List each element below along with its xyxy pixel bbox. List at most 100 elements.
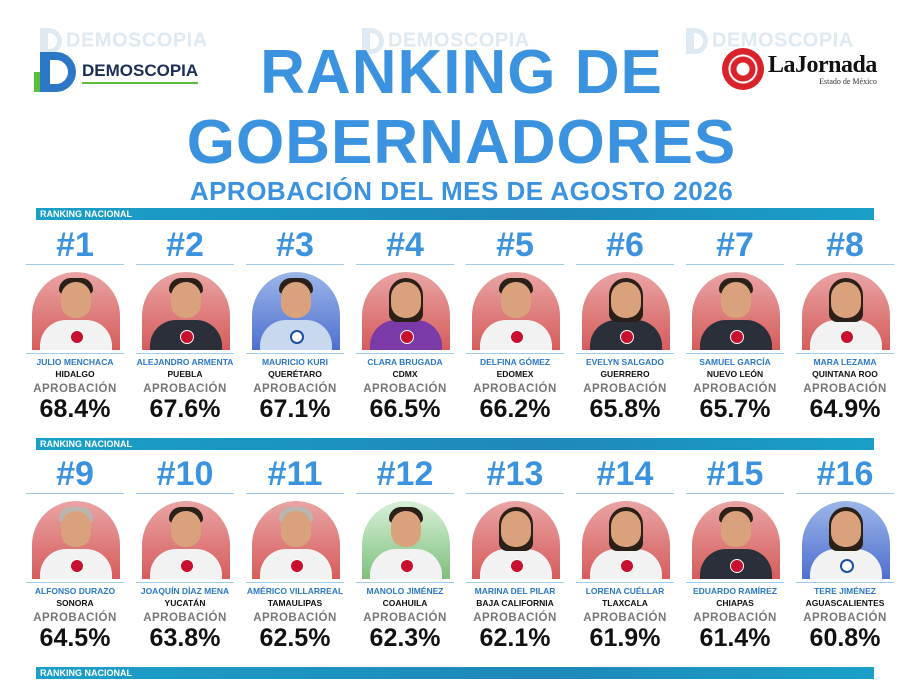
page-title-line2: GOBERNADORES [186,108,737,177]
rank-number: #12 [376,455,434,493]
approval-label: APROBACIÓN [473,612,557,624]
divider [686,264,784,265]
approval-label: APROBACIÓN [473,383,557,395]
jornada-logo: LaJornada Estado de México [722,48,877,90]
governor-portrait [802,501,890,579]
divider [576,582,674,583]
divider [576,353,674,354]
governor-name: JOAQUÍN DÍAZ MENA [140,586,230,596]
approval-label: APROBACIÓN [253,383,337,395]
governor-card: #5 DELFINA GÓMEZ EDOMEX APROBACIÓN 66.2% [460,226,570,431]
divider [26,264,124,265]
governor-portrait [582,501,670,579]
divider [246,353,344,354]
governor-name: JULIO MENCHACA [36,357,114,367]
approval-label: APROBACIÓN [33,612,117,624]
demoscopia-logo: DEMOSCOPIA [34,52,199,92]
morena-badge-icon [70,559,84,573]
governor-card: #16 TERE JIMÉNEZ AGUASCALIENTES APROBACI… [790,455,900,660]
governor-portrait [142,272,230,350]
approval-label: APROBACIÓN [803,612,887,624]
governor-portrait [582,272,670,350]
governor-row: #9 ALFONSO DURAZO SONORA APROBACIÓN 64.5… [20,455,900,660]
approval-percent: 64.5% [39,624,111,652]
section-bar: RANKING NACIONAL [36,208,874,220]
divider [136,353,234,354]
jornada-logo-subtitle: Estado de México [819,76,877,86]
approval-label: APROBACIÓN [33,383,117,395]
approval-percent: 62.1% [479,624,551,652]
rank-number: #14 [596,455,654,493]
governor-name: MARA LEZAMA [813,357,877,367]
approval-percent: 66.5% [369,395,441,423]
governor-state: HIDALGO [55,369,95,379]
governor-name: ALEJANDRO ARMENTA [136,357,234,367]
governor-state: NUEVO LEÓN [706,369,764,379]
morena-badge-icon [70,330,84,344]
morena-badge-icon [180,559,194,573]
governor-state: CDMX [392,369,418,379]
divider [796,582,894,583]
governor-card: #10 JOAQUÍN DÍAZ MENA YUCATÁN APROBACIÓN… [130,455,240,660]
divider [466,582,564,583]
morena-badge-icon [180,330,194,344]
approval-percent: 68.4% [39,395,111,423]
divider [466,493,564,494]
pan-badge-icon [840,559,854,573]
section-bar: RANKING NACIONAL [36,438,874,450]
morena-badge-icon [400,330,414,344]
mc-badge-icon [730,330,744,344]
divider [466,353,564,354]
approval-percent: 66.2% [479,395,551,423]
divider [356,353,454,354]
rank-number: #7 [716,226,754,264]
section-bar: RANKING NACIONAL [36,667,874,679]
rank-number: #13 [486,455,544,493]
approval-percent: 65.7% [699,395,771,423]
divider [356,582,454,583]
approval-percent: 62.5% [259,624,331,652]
morena-badge-icon [510,330,524,344]
rank-number: #6 [606,226,644,264]
governor-state: GUERRERO [600,369,650,379]
governor-row: #1 JULIO MENCHACA HIDALGO APROBACIÓN 68.… [20,226,900,431]
governor-card: #13 MARINA DEL PILAR BAJA CALIFORNIA APR… [460,455,570,660]
divider [576,264,674,265]
approval-percent: 61.4% [699,624,771,652]
divider [246,264,344,265]
approval-label: APROBACIÓN [693,612,777,624]
divider [576,493,674,494]
governor-card: #7 SAMUEL GARCÍA NUEVO LEÓN APROBACIÓN 6… [680,226,790,431]
governor-portrait [32,272,120,350]
governor-state: EDOMEX [496,369,534,379]
governor-state: QUERÉTARO [268,369,322,379]
governor-state: BAJA CALIFORNIA [476,598,554,608]
approval-label: APROBACIÓN [693,383,777,395]
divider [466,264,564,265]
rank-number: #5 [496,226,534,264]
divider [686,582,784,583]
pri-badge-icon [400,559,414,573]
governor-portrait [692,501,780,579]
page-subtitle: APROBACIÓN DEL MES DE AGOSTO 2026 [189,176,734,206]
approval-percent: 65.8% [589,395,661,423]
morena-badge-icon [620,559,634,573]
divider [356,264,454,265]
section-bar-label: RANKING NACIONAL [40,439,132,449]
approval-label: APROBACIÓN [143,383,227,395]
approval-percent: 61.9% [589,624,661,652]
rank-number: #16 [816,455,874,493]
page-title-line1: RANKING DE [260,38,663,107]
governor-card: #12 MANOLO JIMÉNEZ COAHUILA APROBACIÓN 6… [350,455,460,660]
divider [796,264,894,265]
rank-number: #11 [267,455,323,493]
morena-badge-icon [620,330,634,344]
divider [246,582,344,583]
morena-badge-icon [510,559,524,573]
divider [136,493,234,494]
governor-portrait [32,501,120,579]
governor-name: AMÉRICO VILLARREAL [246,586,344,596]
divider [686,353,784,354]
governor-card: #14 LORENA CUÉLLAR TLAXCALA APROBACIÓN 6… [570,455,680,660]
divider [686,493,784,494]
